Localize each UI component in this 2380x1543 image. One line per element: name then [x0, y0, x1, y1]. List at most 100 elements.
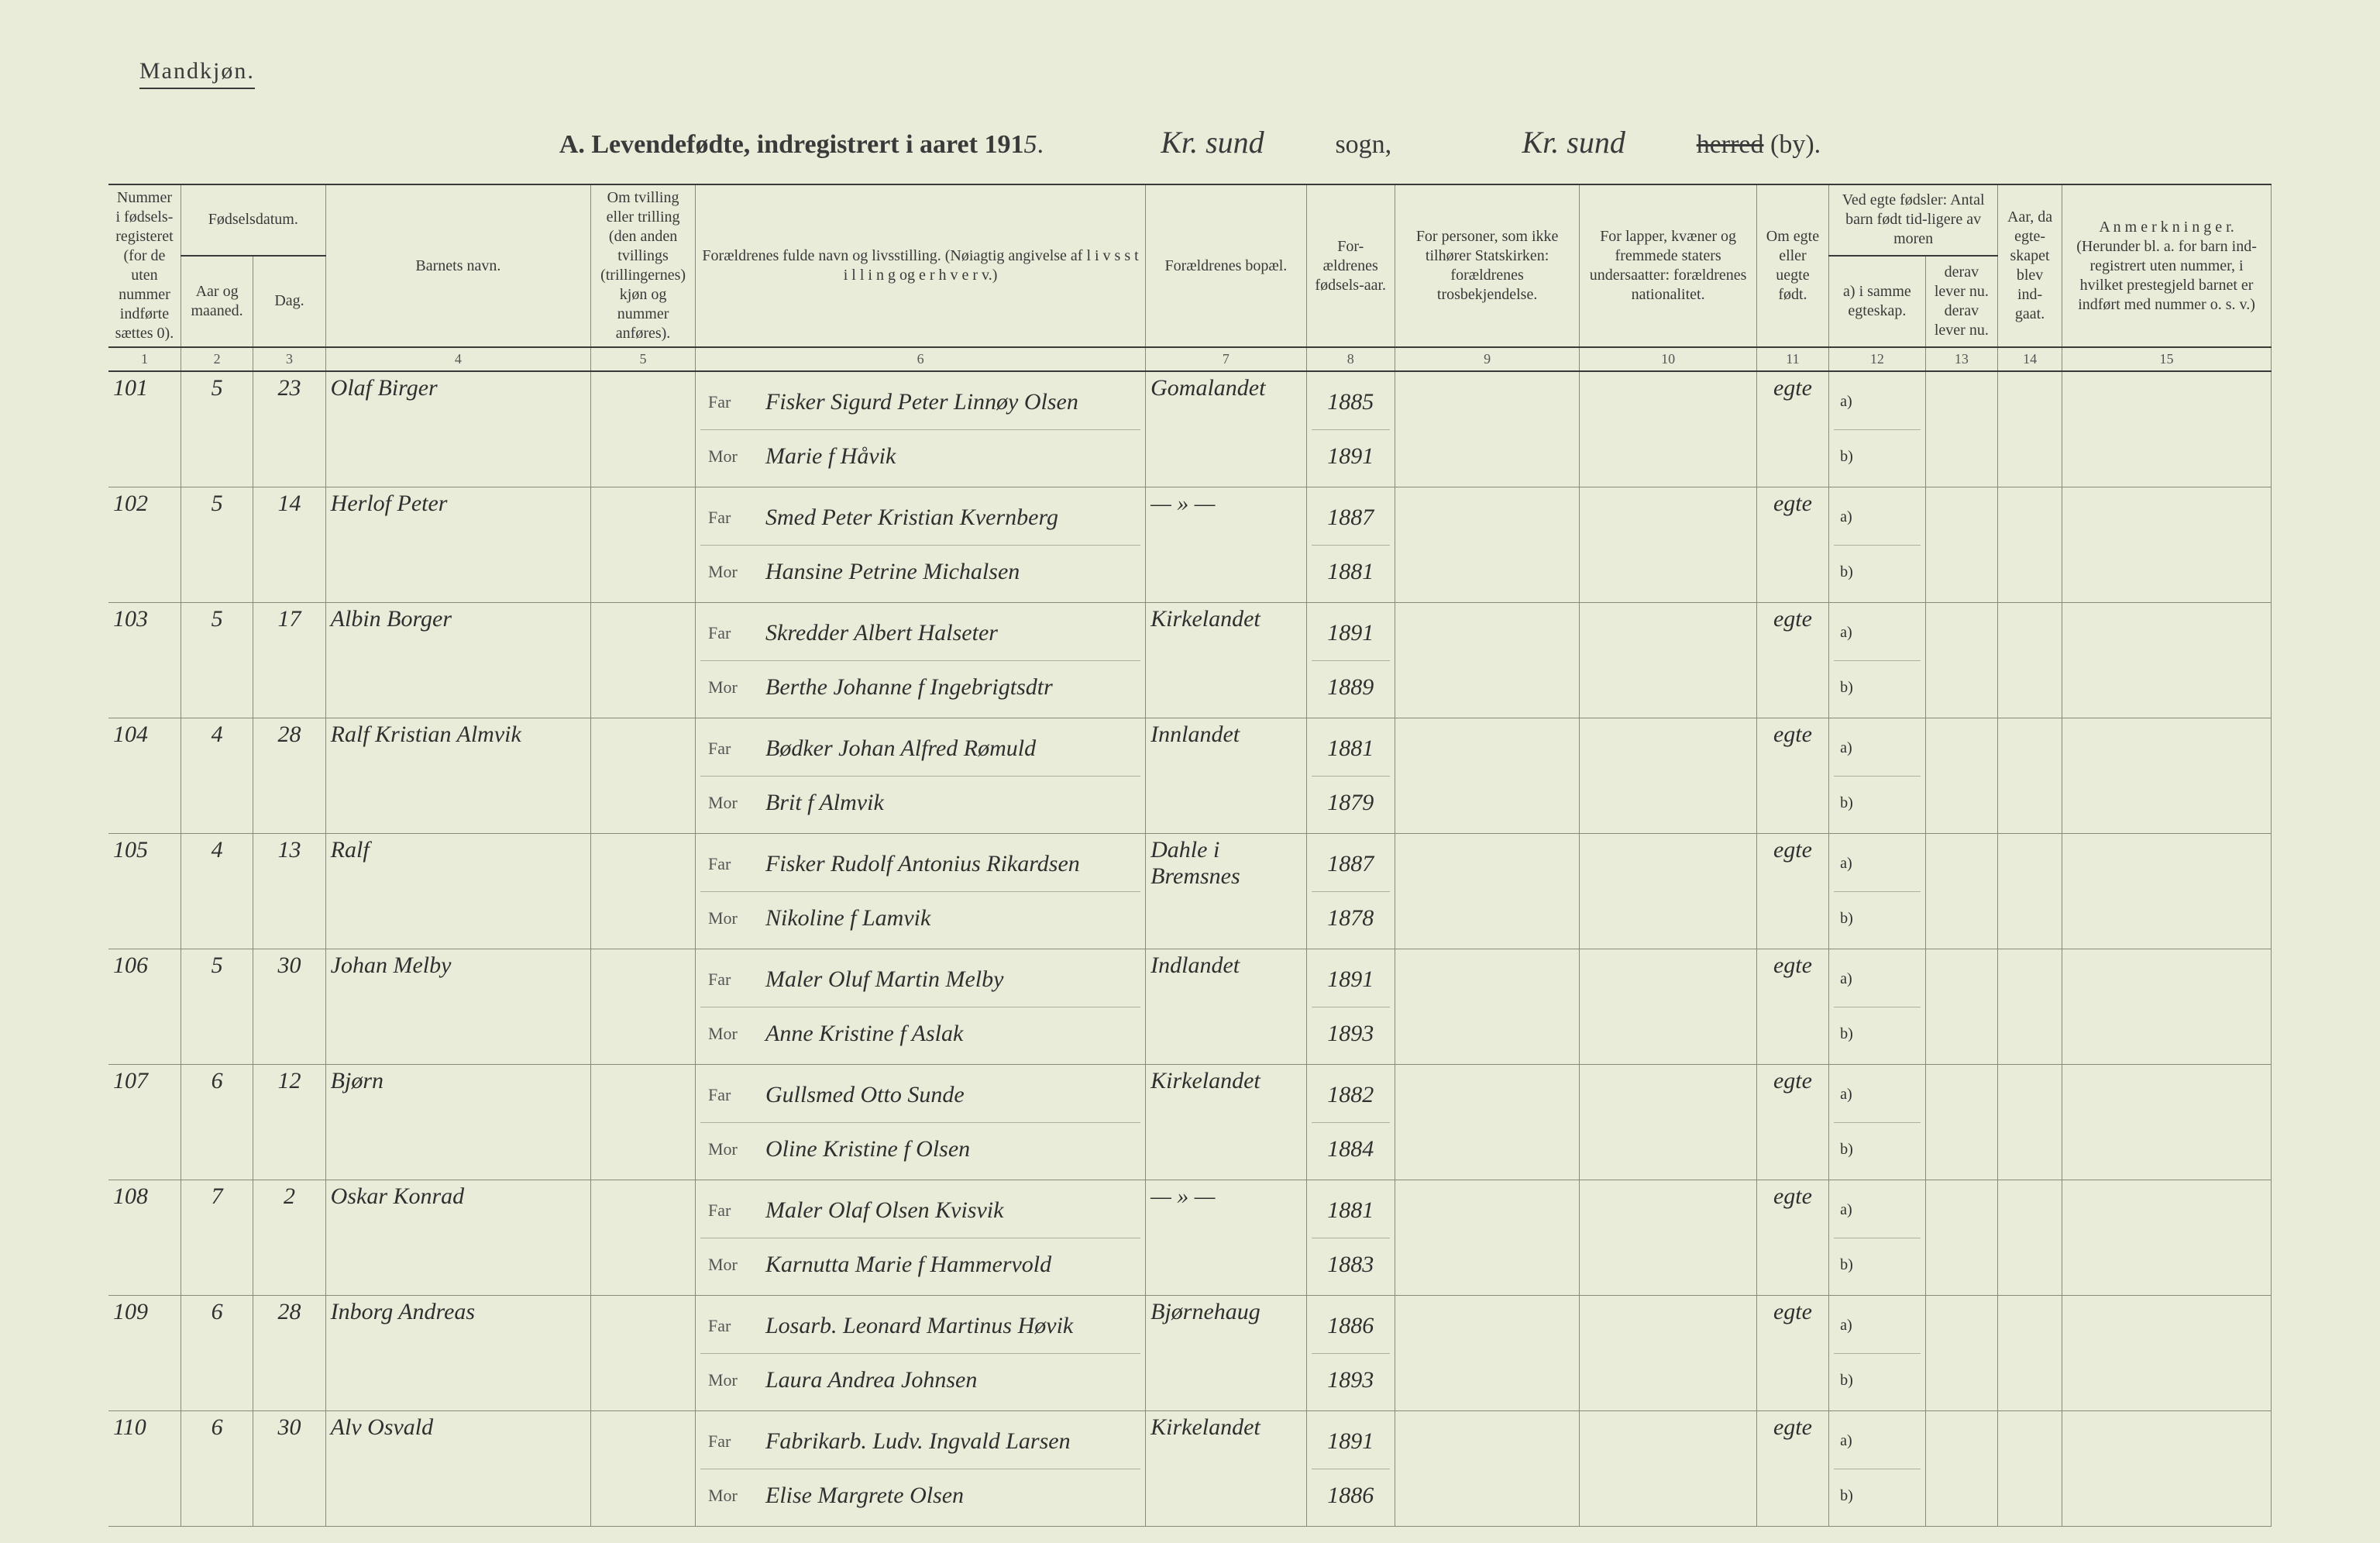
col12-b-label: b) — [1834, 1354, 1921, 1408]
col12-a-label: a) — [1834, 606, 1921, 661]
cell-child-name: Oskar Konrad — [325, 1180, 590, 1296]
cell-survivors — [1925, 834, 1997, 949]
cell-day: 30 — [253, 1411, 325, 1527]
parent-role-far: Far — [700, 739, 755, 759]
cell-month: 5 — [181, 371, 253, 487]
father-birth-year: 1887 — [1312, 491, 1390, 546]
cell-twin — [591, 949, 696, 1065]
cell-day: 17 — [253, 603, 325, 718]
cell-number: 102 — [108, 487, 181, 603]
col-header-9: For personer, som ikke tilhører Statskir… — [1395, 184, 1580, 347]
cell-parents: FarBødker Johan Alfred RømuldMorBrit f A… — [696, 718, 1146, 834]
cell-residence: Indlandet — [1146, 949, 1307, 1065]
mother-birth-year: 1883 — [1312, 1238, 1390, 1293]
table-row: 109628Inborg AndreasFarLosarb. Leonard M… — [108, 1296, 2272, 1411]
cell-marriage-year — [1998, 1180, 2062, 1296]
parent-role-far: Far — [700, 1085, 755, 1105]
cell-month: 6 — [181, 1411, 253, 1527]
cell-legitimacy: egte — [1756, 487, 1828, 603]
col-header-2b: Dag. — [253, 256, 325, 347]
cell-twin — [591, 718, 696, 834]
parent-role-far: Far — [700, 970, 755, 990]
title-year-suffix: 5 — [1023, 130, 1037, 159]
cell-month: 6 — [181, 1065, 253, 1180]
father-name: Gullsmed Otto Sunde — [755, 1082, 1140, 1108]
cell-survivors — [1925, 1411, 1997, 1527]
cell-parents: FarFabrikarb. Ludv. Ingvald LarsenMorEli… — [696, 1411, 1146, 1527]
cell-child-name: Ralf — [325, 834, 590, 949]
col12-a-label: a) — [1834, 1299, 1921, 1354]
col-header-15: A n m e r k n i n g e r. (Herunder bl. a… — [2062, 184, 2272, 347]
col-header-1: Nummer i fødsels-registeret (for de uten… — [108, 184, 181, 347]
cell-parents: FarLosarb. Leonard Martinus HøvikMorLaur… — [696, 1296, 1146, 1411]
col12-a-label: a) — [1834, 1183, 1921, 1238]
mother-name: Karnutta Marie f Hammervold — [755, 1252, 1140, 1278]
father-birth-year: 1891 — [1312, 606, 1390, 661]
col-header-12top: Ved egte fødsler: Antal barn født tid-li… — [1829, 184, 1998, 256]
cell-remarks — [2062, 603, 2272, 718]
cell-legitimacy: egte — [1756, 1411, 1828, 1527]
mother-name: Elise Margrete Olsen — [755, 1483, 1140, 1509]
cell-child-name: Bjørn — [325, 1065, 590, 1180]
table-row: 101523Olaf BirgerFarFisker Sigurd Peter … — [108, 371, 2272, 487]
colnum: 15 — [2062, 347, 2272, 371]
cell-twin — [591, 487, 696, 603]
parent-role-mor: Mor — [700, 1370, 755, 1390]
cell-child-name: Albin Borger — [325, 603, 590, 718]
parent-role-far: Far — [700, 392, 755, 412]
col12-b-label: b) — [1834, 1007, 1921, 1062]
herred-struck: herred — [1697, 130, 1764, 159]
cell-remarks — [2062, 1296, 2272, 1411]
cell-month: 4 — [181, 718, 253, 834]
cell-parent-years: 18811879 — [1306, 718, 1395, 834]
cell-remarks — [2062, 487, 2272, 603]
cell-legitimacy: egte — [1756, 603, 1828, 718]
col12-a-label: a) — [1834, 375, 1921, 430]
cell-number: 110 — [108, 1411, 181, 1527]
cell-religion — [1395, 603, 1580, 718]
col-header-2a: Aar og maaned. — [181, 256, 253, 347]
colnum: 7 — [1146, 347, 1307, 371]
cell-child-name: Johan Melby — [325, 949, 590, 1065]
cell-religion — [1395, 371, 1580, 487]
cell-religion — [1395, 1411, 1580, 1527]
parent-role-mor: Mor — [700, 562, 755, 582]
cell-parents: FarSmed Peter Kristian KvernbergMorHansi… — [696, 487, 1146, 603]
colnum: 3 — [253, 347, 325, 371]
cell-day: 30 — [253, 949, 325, 1065]
mother-birth-year: 1889 — [1312, 661, 1390, 715]
col12-b-label: b) — [1834, 661, 1921, 715]
colnum: 5 — [591, 347, 696, 371]
colnum: 14 — [1998, 347, 2062, 371]
table-row: 10872Oskar KonradFarMaler Olaf Olsen Kvi… — [108, 1180, 2272, 1296]
cell-nationality — [1580, 1411, 1756, 1527]
father-name: Fisker Rudolf Antonius Rikardsen — [755, 851, 1140, 877]
cell-child-name: Herlof Peter — [325, 487, 590, 603]
cell-parent-years: 18861893 — [1306, 1296, 1395, 1411]
cell-twin — [591, 1411, 696, 1527]
cell-residence: Kirkelandet — [1146, 1065, 1307, 1180]
mother-name: Berthe Johanne f Ingebrigtsdtr — [755, 674, 1140, 701]
table-row: 107612BjørnFarGullsmed Otto SundeMorOlin… — [108, 1065, 2272, 1180]
cell-prev-children: a)b) — [1829, 949, 1926, 1065]
cell-parent-years: 18911893 — [1306, 949, 1395, 1065]
colnum: 8 — [1306, 347, 1395, 371]
cell-child-name: Inborg Andreas — [325, 1296, 590, 1411]
cell-religion — [1395, 718, 1580, 834]
colnum: 10 — [1580, 347, 1756, 371]
cell-day: 28 — [253, 1296, 325, 1411]
cell-number: 108 — [108, 1180, 181, 1296]
cell-survivors — [1925, 603, 1997, 718]
sogn-value: Kr. sund — [1096, 124, 1329, 160]
col12-b-label: b) — [1834, 430, 1921, 484]
cell-marriage-year — [1998, 1296, 2062, 1411]
col-header-8: For-ældrenes fødsels-aar. — [1306, 184, 1395, 347]
cell-remarks — [2062, 834, 2272, 949]
parent-role-mor: Mor — [700, 793, 755, 813]
cell-twin — [591, 603, 696, 718]
mother-birth-year: 1879 — [1312, 777, 1390, 831]
cell-prev-children: a)b) — [1829, 1296, 1926, 1411]
cell-prev-children: a)b) — [1829, 603, 1926, 718]
col12-a-label: a) — [1834, 1068, 1921, 1123]
table-row: 102514Herlof PeterFarSmed Peter Kristian… — [108, 487, 2272, 603]
